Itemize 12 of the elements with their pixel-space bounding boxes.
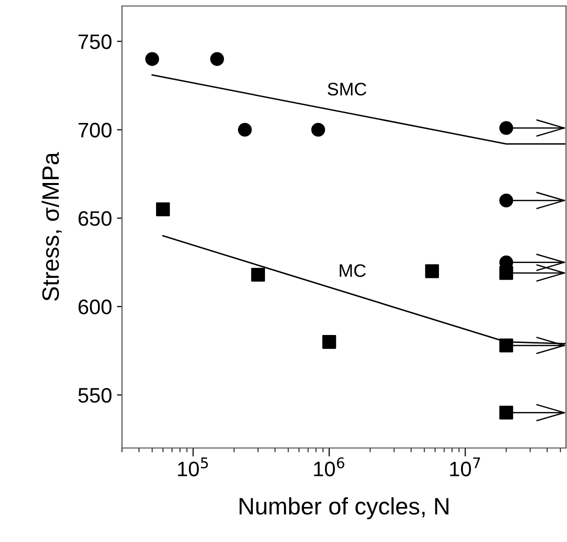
x-tick-label: 10$^{6}$	[314, 457, 344, 476]
y-tick-label: 550	[78, 388, 112, 403]
x-tick-label: 10$^{5}$	[178, 458, 208, 476]
y-tick-label: 600	[78, 300, 112, 314]
series-label: MC	[340, 264, 366, 277]
y-tick-label: 650	[78, 211, 112, 226]
y-tick-label: 750	[78, 34, 112, 50]
y-tick-label: 700	[78, 122, 112, 138]
x-axis-title: Number of cycles, N	[240, 497, 448, 520]
y-axis-title: Stress, σ/MPa	[42, 152, 62, 301]
series-label: SMC	[328, 82, 366, 96]
x-tick-label: 10$^{7}$	[450, 458, 480, 476]
